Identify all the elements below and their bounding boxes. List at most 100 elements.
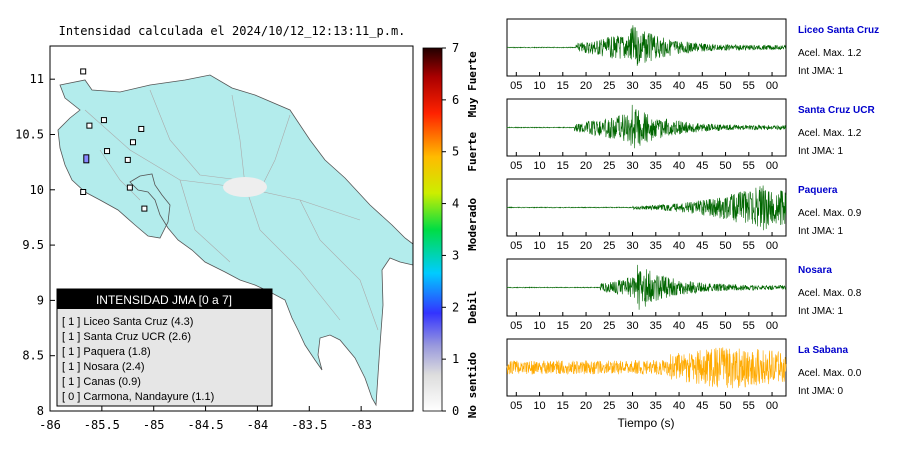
time-tick-label: 50 [719,80,731,92]
time-tick-label: 40 [673,400,685,412]
time-tick-label: 10 [533,240,545,252]
lon-tick-label: -83 [350,418,372,432]
lat-tick-label: 11 [30,72,44,86]
lon-tick-label: -85 [143,418,165,432]
urban-area [223,177,267,197]
lat-tick-label: 10 [30,183,44,197]
colorbar-labels: No sentido Debil Moderado Fuerte Muy Fuerte [466,51,479,418]
station-marker [100,117,107,124]
station-marker [80,189,87,195]
station-accel: Acel. Max. 0.8 [798,288,862,299]
time-tick-label: 45 [696,240,708,252]
lon-tick-label: -84.5 [188,418,224,432]
seismogram-panel: 05 10 15 20 25 30 35 40 45 50 55 00 Liceo Santa Cruz… [506,18,879,92]
time-tick-label: 20 [580,320,592,332]
station-accel: Acel. Max. 1.2 [798,128,862,139]
map-frame [49,45,414,412]
time-tick-label: 25 [603,320,615,332]
legend-item: [ 0 ] Carmona, Nandayure (1.1) [62,391,214,403]
time-tick-label: 20 [580,160,592,172]
time-tick-label: 10 [533,320,545,332]
time-tick-label: 40 [673,80,685,92]
colorbar-ticks: 0 1 2 3 4 5 6 7 [442,41,459,418]
time-tick-label: 35 [650,80,662,92]
station-accel: Acel. Max. 0.0 [798,368,862,379]
time-tick-label: 55 [743,80,755,92]
legend-header: INTENSIDAD JMA [0 a 7] [96,293,232,307]
time-tick-label: 25 [603,400,615,412]
station-jma: Int JMA: 1 [798,66,843,77]
station-marker [104,148,111,155]
time-tick-label: 50 [719,320,731,332]
legend-header-bg [57,289,272,309]
station-marker [141,205,148,212]
map-panel: Intensidad calculada el 2024/10/12_12:13… [15,24,414,432]
seismogram-trace [506,347,787,389]
colorbar-tick-label: 3 [452,248,459,262]
seismogram-panel: 05 10 15 20 25 30 35 40 45 50 55 00 Paquera Acel. Max… [506,178,862,252]
lat-tick-label: 9 [37,293,44,307]
station-accel: Acel. Max. 1.2 [798,48,862,59]
station-marker [80,68,87,75]
time-tick-label: 35 [650,320,662,332]
time-tick-label: 55 [743,400,755,412]
time-tick-label: 05 [510,320,522,332]
time-tick-label: 35 [650,400,662,412]
seismogram-trace [506,264,787,310]
lat-tick-label: 8.5 [22,349,44,363]
time-tick-label: 15 [557,160,569,172]
seismogram-panel: 05 10 15 20 25 30 35 40 45 50 55 00 Nosara Acel. Max.… [506,258,862,332]
time-tick-label: 40 [673,320,685,332]
time-tick-label: 55 [743,240,755,252]
station-marker [83,154,90,164]
station-marker [138,125,145,132]
time-tick-label: 55 [743,160,755,172]
seismogram-trace [506,104,787,149]
time-tick-label: 00 [766,80,778,92]
intensity-colorbar: 0 1 2 3 4 5 6 7 No sentido Debil Moderado Fuerte Mu… [422,41,479,418]
legend-item: [ 1 ] Nosara (2.4) [62,361,145,373]
time-tick-label: 30 [626,400,638,412]
time-tick-label: 25 [603,80,615,92]
time-tick-label: 20 [580,240,592,252]
time-tick-label: 10 [533,400,545,412]
legend-item: [ 1 ] Canas (0.9) [62,376,141,388]
time-tick-label: 35 [650,160,662,172]
station-name: Liceo Santa Cruz [798,25,879,36]
lat-tick-label: 8 [37,404,44,418]
time-tick-label: 15 [557,240,569,252]
time-tick-label: 40 [673,240,685,252]
lat-tick-label: 10.5 [15,127,44,141]
colorbar-label: Moderado [466,197,479,250]
seismogram-panels: 05 10 15 20 25 30 35 40 45 50 55 00 Liceo Santa Cruz… [506,18,879,412]
colorbar-label: Muy Fuerte [466,51,479,118]
lat-tick-label: 9.5 [22,238,44,252]
station-markers [80,68,148,212]
time-tick-label: 00 [766,320,778,332]
colorbar-tick-label: 4 [452,197,459,211]
colorbar-label: No sentido [466,352,479,419]
time-tick-label: 45 [696,320,708,332]
time-tick-label: 55 [743,320,755,332]
road-network [84,89,379,331]
intensity-legend: INTENSIDAD JMA [0 a 7] [ 1 ] Liceo Santa… [56,288,273,407]
colorbar-label: Debil [466,291,479,324]
time-tick-label: 15 [557,320,569,332]
colorbar-tick-label: 6 [452,93,459,107]
time-tick-label: 30 [626,240,638,252]
time-tick-label: 35 [650,240,662,252]
lon-tick-label: -84 [247,418,269,432]
lon-tick-label: -83.5 [291,418,327,432]
time-tick-label: 05 [510,240,522,252]
time-tick-label: 15 [557,400,569,412]
time-tick-label: 10 [533,80,545,92]
time-tick-label: 05 [510,400,522,412]
time-tick-label: 05 [510,80,522,92]
station-jma: Int JMA: 1 [798,146,843,157]
station-name: Santa Cruz UCR [798,105,875,116]
lon-tick-label: -86 [39,418,61,432]
seismogram-trace [506,185,787,231]
time-tick-label: 15 [557,80,569,92]
time-tick-label: 20 [580,400,592,412]
